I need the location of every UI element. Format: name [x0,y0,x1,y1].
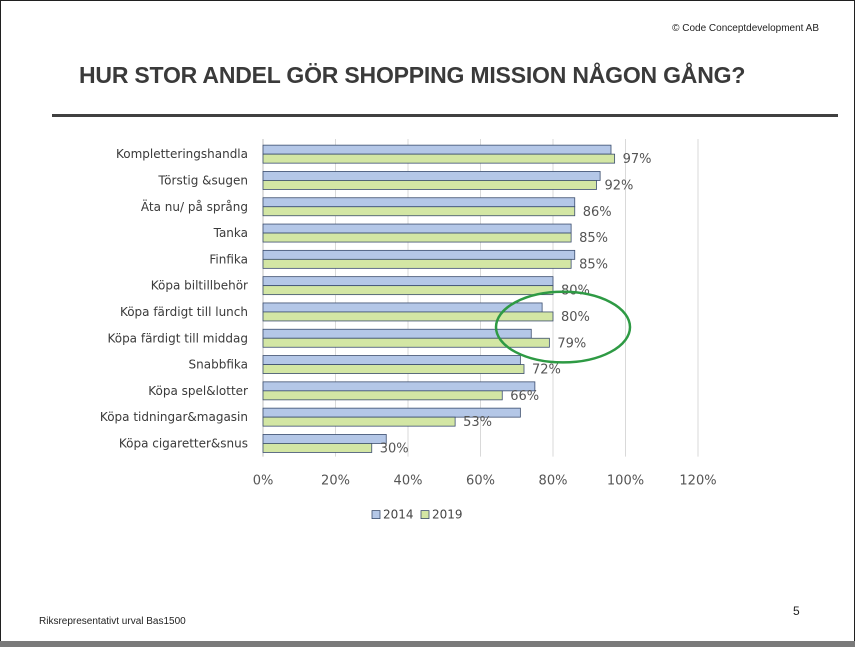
bar-2019 [262,180,597,190]
x-tick-label: 0% [253,474,274,489]
highlight-ellipse [494,290,632,364]
category-label: Tanka [213,226,248,240]
bar-2014 [262,276,554,287]
bar-2014 [262,171,601,181]
category-label: Kompletteringshandla [116,147,248,161]
data-label: 80% [561,310,590,325]
category-label: Äta nu/ på språng [141,199,248,214]
bar-2019 [262,311,554,322]
data-label: 92% [605,178,634,193]
data-label: 97% [623,152,652,167]
x-tick-label: 80% [539,474,568,489]
category-label: Köpa tidningar&magasin [100,410,248,424]
category-label: Köpa färdigt till middag [107,331,248,345]
x-tick-label: 20% [321,474,350,489]
legend-label-2014: 2014 [383,508,414,522]
bar-2014 [262,434,387,444]
category-label: Snabbfika [189,358,248,372]
category-label: Köpa färdigt till lunch [120,305,248,319]
bar-2014 [262,302,543,313]
x-tick-label: 40% [394,474,423,489]
data-label: 53% [463,415,492,430]
legend-swatch-2019 [420,510,430,520]
category-label: Köpa biltillbehör [151,279,248,293]
bar-2014 [262,197,576,208]
bar-2019 [262,232,572,243]
data-label: 86% [583,205,612,220]
bar-2014 [262,249,576,260]
bar-2019 [262,153,616,164]
bar-2019 [262,258,572,269]
bar-2019 [262,337,550,348]
bar-2019 [262,390,503,401]
category-label: Köpa spel&lotter [148,384,248,398]
data-label: 85% [579,231,608,246]
copyright-text: © Code Conceptdevelopment AB [672,23,819,34]
data-label: 30% [380,441,409,456]
x-tick-label: 120% [679,474,716,489]
data-label: 85% [579,257,608,272]
data-label: 72% [532,363,561,378]
footer-note: Riksrepresentativt urval Bas1500 [39,616,186,627]
data-label: 79% [557,336,586,351]
data-label: 66% [510,389,539,404]
bar-2014 [262,144,612,155]
bar-2019 [262,206,576,217]
bar-2014 [262,223,572,234]
category-label: Finfika [209,252,248,266]
bar-2014 [262,328,532,339]
x-tick-label: 100% [607,474,644,489]
category-label: Köpa cigaretter&snus [119,436,248,450]
x-tick-label: 60% [466,474,495,489]
legend-swatch-2014 [371,510,381,520]
bar-2014 [262,381,536,392]
legend-label-2019: 2019 [432,508,463,522]
page-number: 5 [793,604,800,618]
bar-2019 [262,443,373,453]
title-divider [52,114,838,117]
category-label: Törstig &sugen [157,173,248,187]
slide-title: HUR STOR ANDEL GÖR SHOPPING MISSION NÅGO… [79,62,746,88]
bar-2019 [262,364,525,374]
bar-2019 [262,285,554,296]
bar-2014 [262,355,521,365]
bar-2019 [262,416,456,427]
bottom-strip [0,641,855,647]
